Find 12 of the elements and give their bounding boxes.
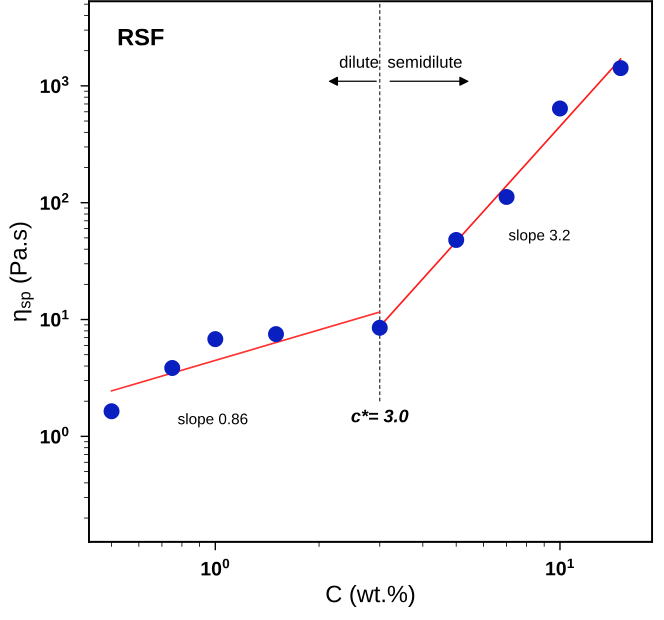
ref-line-label: c*= 3.0 bbox=[351, 410, 408, 422]
y-tick-label: 10$^{1}$ bbox=[40, 310, 69, 327]
annotation: RSF bbox=[118, 28, 164, 46]
y-tick-label: 10$^{2}$ bbox=[40, 193, 68, 210]
annotation: dilute bbox=[340, 56, 378, 68]
annotation: semidilute bbox=[388, 56, 462, 68]
y-tick-label: 10$^{0}$ bbox=[40, 426, 68, 444]
annotation: slope 0.86 bbox=[178, 413, 248, 428]
annotation: slope 3.2 bbox=[508, 229, 570, 244]
y-tick-label: 10$^{3}$ bbox=[40, 76, 68, 94]
x-axis-title: C (wt.%) bbox=[326, 585, 414, 608]
y-axis-title: η$_{sp}$ (Pa.s) bbox=[9, 222, 34, 321]
